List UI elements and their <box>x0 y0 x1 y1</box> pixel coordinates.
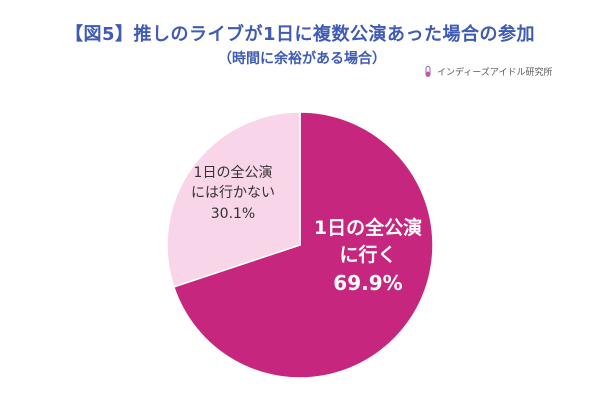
test-tube-icon <box>425 65 431 77</box>
pie-slices <box>166 111 434 379</box>
chart-title: 【図5】推しのライブが1日に複数公演あった場合の参加 <box>64 24 536 45</box>
slice-label-not-all-line2: には行かない <box>191 185 275 201</box>
slice-value-attend-all: 69.9% <box>333 271 402 295</box>
brand-name: インディーズアイドル研究所 <box>437 68 553 78</box>
slice-label-attend-all-line2: に行く <box>339 243 396 266</box>
pie-slice-not-all <box>166 111 301 288</box>
brand-logo: インディーズアイドル研究所 <box>423 65 552 78</box>
pie-labels: 1日の全公演 に行く 69.9% 1日の全公演 には行かない 30.1% <box>191 164 422 295</box>
slice-label-not-all: 1日の全公演 <box>194 164 273 181</box>
slice-value-not-all: 30.1% <box>211 206 255 222</box>
slice-label-attend-all: 1日の全公演 <box>314 216 422 239</box>
chart-subtitle: （時間に余裕がある場合） <box>218 51 386 67</box>
pie-slice-attend-all <box>172 111 434 379</box>
